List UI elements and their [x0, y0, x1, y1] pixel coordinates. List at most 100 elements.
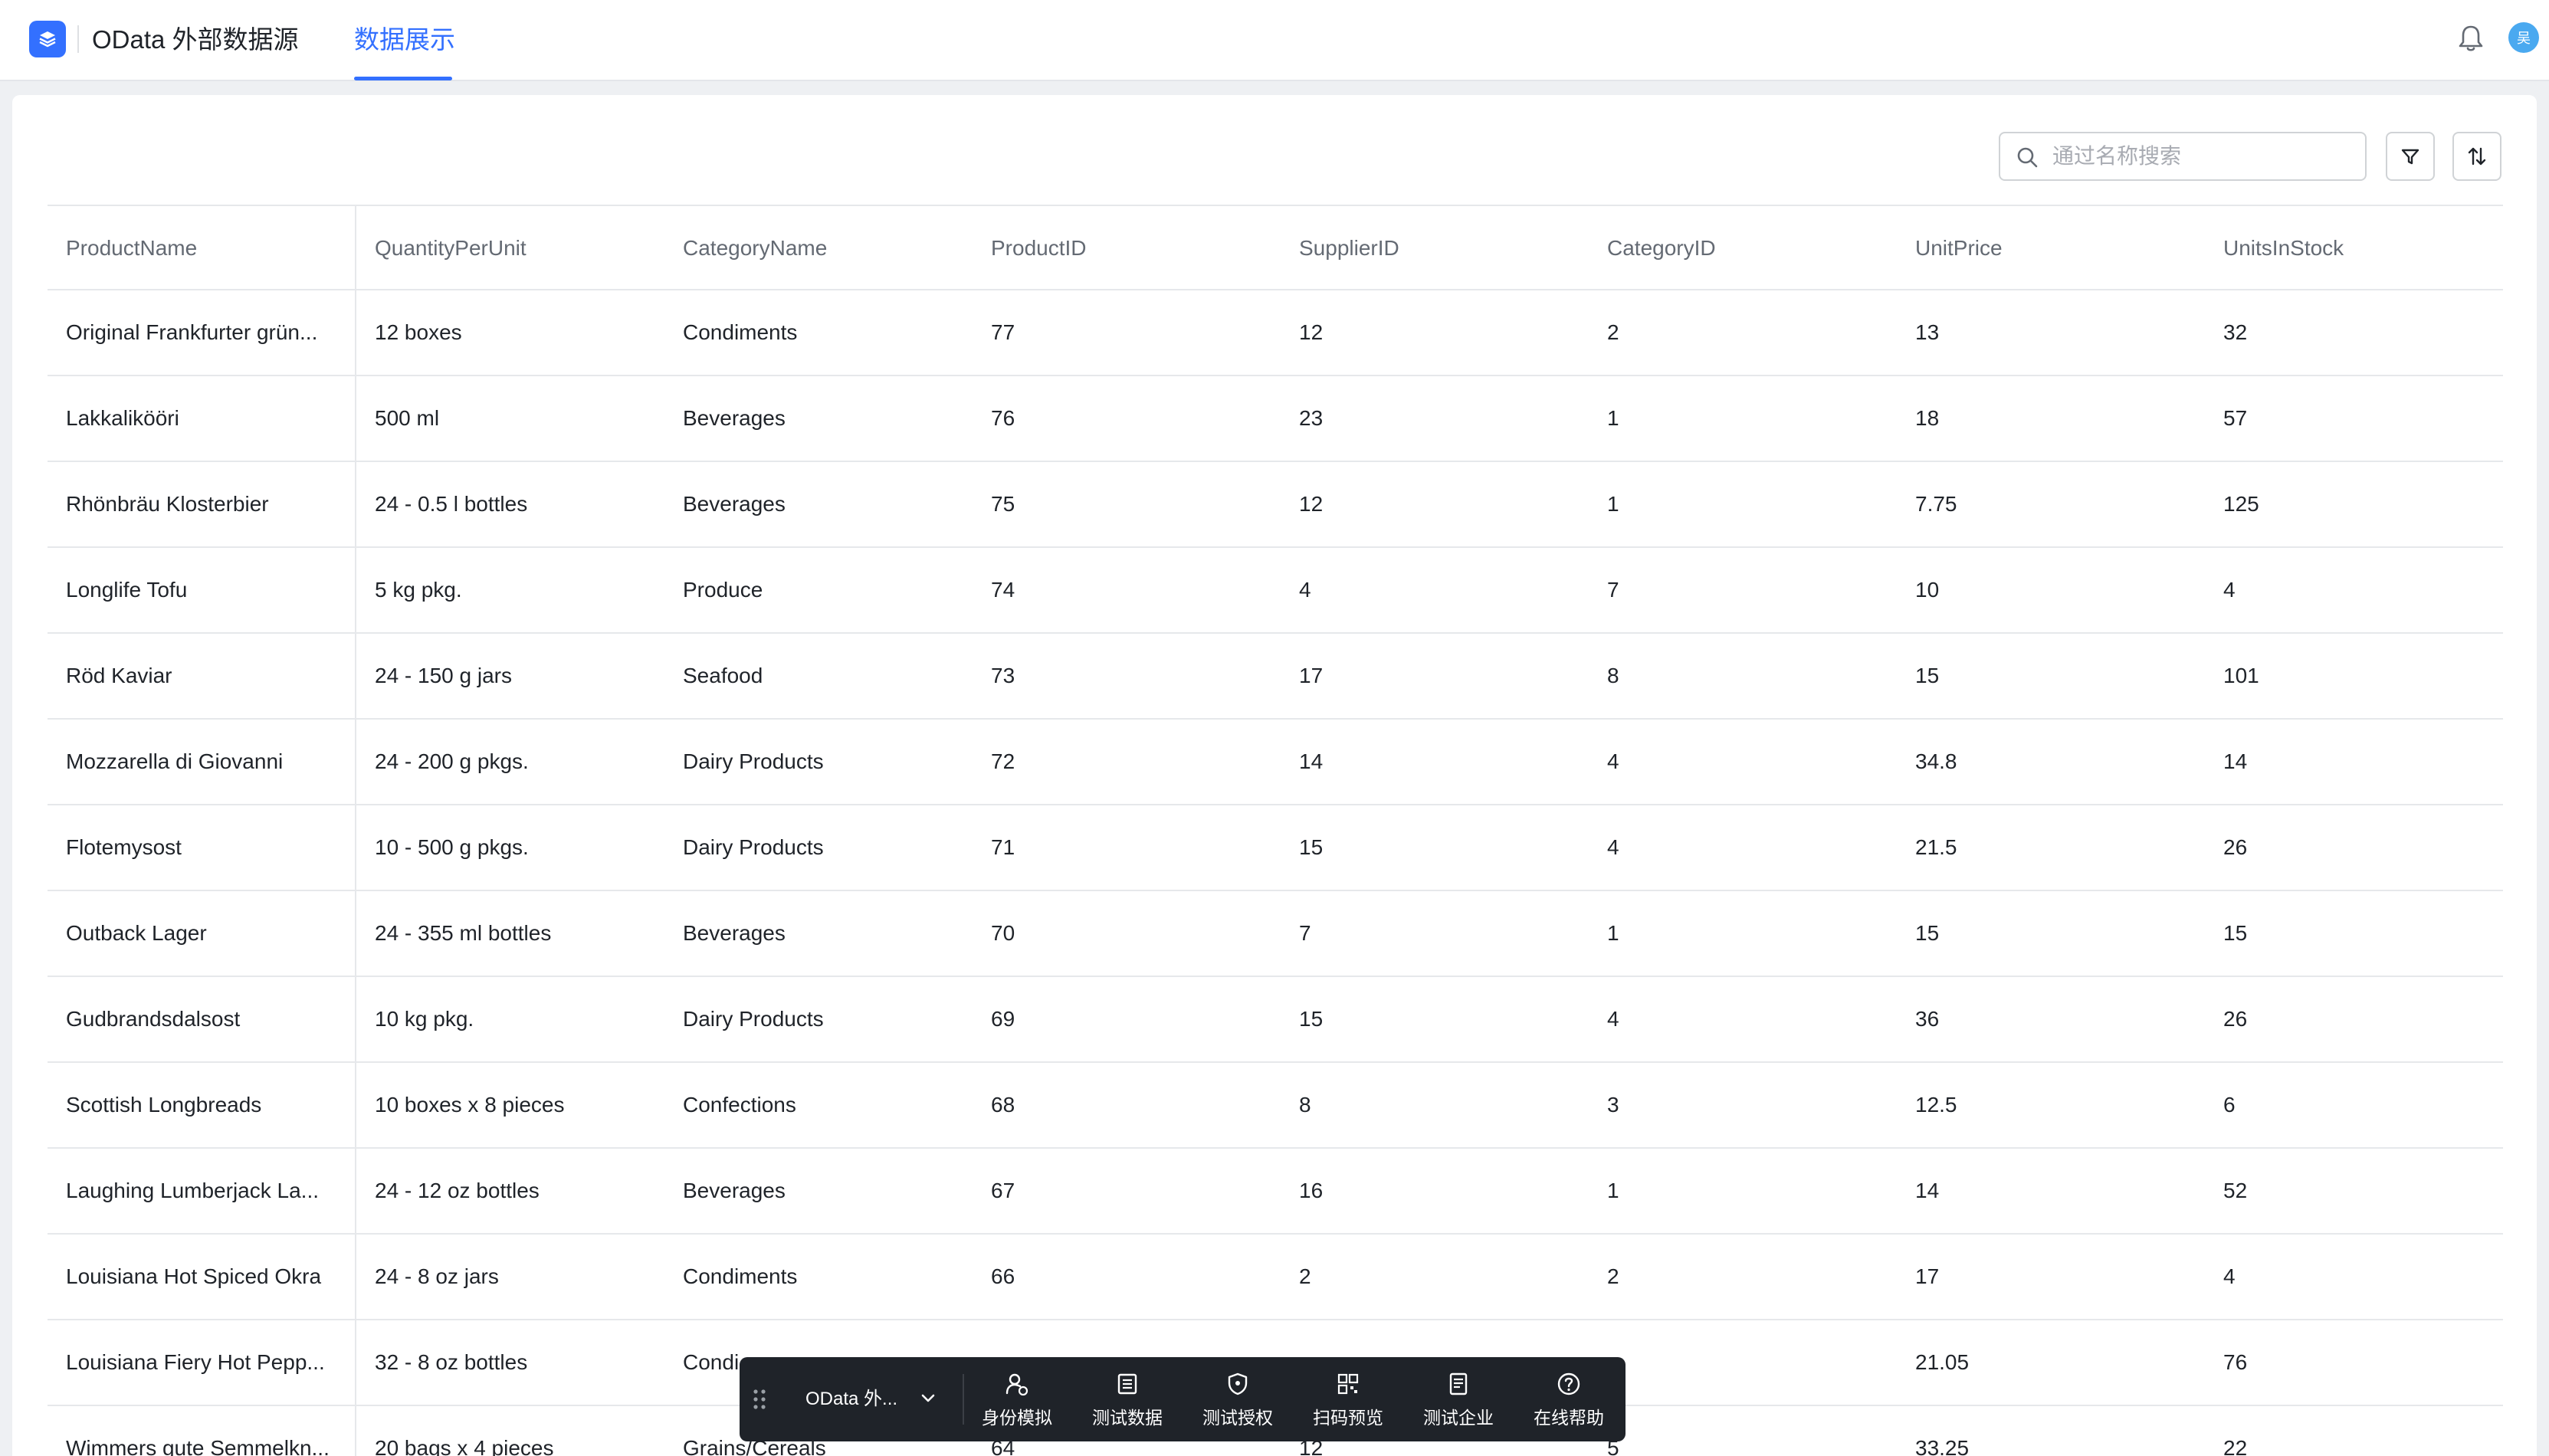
table-cell: 4 — [2223, 578, 2236, 602]
table-row[interactable]: Flotemysost 10 - 500 g pkgs. Dairy Produ… — [48, 805, 2503, 891]
table-cell: 1 — [1607, 1179, 1619, 1202]
dev-item-label: 测试企业 — [1423, 1408, 1494, 1428]
table-cell: Confections — [683, 1093, 796, 1117]
table-cell — [1589, 1320, 1897, 1405]
dev-item-label: 身份模拟 — [982, 1408, 1052, 1428]
table-cell: Dairy Products — [683, 1007, 824, 1031]
table-cell: 14 — [1915, 1179, 1940, 1202]
table-row[interactable]: Röd Kaviar 24 - 150 g jars Seafood 73 17… — [48, 634, 2503, 720]
table-cell: 24 - 200 g pkgs. — [375, 749, 529, 773]
test-data-button[interactable]: 测试数据 — [1078, 1371, 1177, 1431]
table-cell: 24 - 8 oz jars — [375, 1264, 499, 1288]
column-header[interactable]: QuantityPerUnit — [375, 236, 527, 260]
scan-preview-button[interactable]: 扫码预览 — [1298, 1371, 1398, 1431]
search-icon — [2017, 147, 2038, 168]
online-help-button[interactable]: 在线帮助 — [1519, 1371, 1619, 1431]
table-row[interactable]: Wimmers gute Semmelkn... 20 bags x 4 pie… — [48, 1406, 2503, 1456]
drag-handle-icon[interactable] — [750, 1386, 769, 1412]
table-row[interactable]: Outback Lager 24 - 355 ml bottles Bevera… — [48, 891, 2503, 977]
table-row[interactable]: Gudbrandsdalsost 10 kg pkg. Dairy Produc… — [48, 977, 2503, 1063]
column-header[interactable]: CategoryName — [683, 236, 828, 260]
dev-item-label: 在线帮助 — [1534, 1408, 1604, 1428]
table-cell: 7.75 — [1915, 492, 1957, 516]
table-cell: 34.8 — [1915, 749, 1957, 773]
tab-data-display[interactable]: 数据展示 — [354, 25, 455, 54]
datasource-select[interactable]: OData 外... — [805, 1389, 898, 1409]
search-box[interactable] — [1999, 132, 2367, 181]
table-cell: Scottish Longbreads — [48, 1063, 356, 1147]
table-row[interactable]: Louisiana Hot Spiced Okra 24 - 8 oz jars… — [48, 1235, 2503, 1320]
table-cell: 20 bags x 4 pieces — [375, 1436, 554, 1456]
filter-button[interactable] — [2386, 132, 2435, 181]
table-cell: 57 — [2223, 406, 2248, 430]
table-cell: 22 — [2223, 1436, 2248, 1456]
test-authorization-button[interactable]: 测试授权 — [1188, 1371, 1288, 1431]
table-cell: 21.05 — [1915, 1350, 1970, 1374]
table-cell: Mozzarella di Giovanni — [48, 720, 356, 804]
table-row[interactable]: Mozzarella di Giovanni 24 - 200 g pkgs. … — [48, 720, 2503, 805]
column-header[interactable]: SupplierID — [1299, 236, 1399, 260]
table-cell: 76 — [991, 406, 1015, 430]
table-cell: 13 — [1915, 320, 1940, 344]
dev-item-label: 测试授权 — [1202, 1408, 1273, 1428]
top-bar: OData 外部数据源 数据展示 吴 — [0, 0, 2549, 81]
table-cell: Gudbrandsdalsost — [48, 977, 356, 1061]
table-cell: 4 — [1607, 835, 1619, 859]
table-cell: Flotemysost — [48, 805, 356, 890]
column-header[interactable]: ProductName — [48, 206, 356, 290]
table-cell: Laughing Lumberjack La... — [48, 1149, 356, 1233]
table-cell: 76 — [2223, 1350, 2248, 1374]
table-cell: 2 — [1607, 320, 1619, 344]
table-cell: 73 — [991, 664, 1015, 687]
table-cell: 32 — [2223, 320, 2248, 344]
table-cell: Louisiana Hot Spiced Okra — [48, 1235, 356, 1319]
bell-icon[interactable] — [2454, 21, 2488, 55]
table-cell: 4 — [1607, 749, 1619, 773]
test-enterprise-button[interactable]: 测试企业 — [1409, 1371, 1508, 1431]
app-logo-icon[interactable] — [29, 21, 66, 57]
table-cell: Röd Kaviar — [48, 634, 356, 718]
document-icon — [1449, 1372, 1468, 1395]
shield-icon — [1228, 1372, 1248, 1395]
table-cell: 68 — [991, 1093, 1015, 1117]
table-cell: 15 — [1915, 921, 1940, 945]
table-cell: 12 — [1299, 320, 1324, 344]
identity-simulation-button[interactable]: 身份模拟 — [967, 1371, 1067, 1431]
table-cell: 1 — [1607, 492, 1619, 516]
table-cell: 18 — [1915, 406, 1940, 430]
qrcode-icon — [1337, 1373, 1359, 1395]
table-cell: 67 — [991, 1179, 1015, 1202]
table-cell: 12 boxes — [375, 320, 462, 344]
table-cell: 10 kg pkg. — [375, 1007, 474, 1031]
table-cell: 7 — [1299, 921, 1311, 945]
table-cell: Dairy Products — [683, 835, 824, 859]
sort-button[interactable] — [2452, 132, 2501, 181]
column-header[interactable]: ProductID — [991, 236, 1087, 260]
table-cell: 24 - 150 g jars — [375, 664, 512, 687]
table-cell: 24 - 0.5 l bottles — [375, 492, 528, 516]
table-row[interactable]: Longlife Tofu 5 kg pkg. Produce 74 4 7 1… — [48, 548, 2503, 634]
table-cell: Beverages — [683, 1179, 786, 1202]
filter-icon — [2401, 149, 2419, 165]
table-row[interactable]: Laughing Lumberjack La... 24 - 12 oz bot… — [48, 1149, 2503, 1235]
table-cell: 2 — [1299, 1264, 1311, 1288]
table-row[interactable]: Lakkalikööri 500 ml Beverages 76 23 1 18… — [48, 376, 2503, 462]
table-cell: 6 — [2223, 1093, 2236, 1117]
table-row[interactable]: Original Frankfurter grün... 12 boxes Co… — [48, 290, 2503, 376]
table-row[interactable]: Rhönbräu Klosterbier 24 - 0.5 l bottles … — [48, 462, 2503, 548]
table-row[interactable]: Scottish Longbreads 10 boxes x 8 pieces … — [48, 1063, 2503, 1149]
column-header[interactable]: UnitPrice — [1915, 236, 2003, 260]
column-header[interactable]: UnitsInStock — [2223, 236, 2344, 260]
search-input[interactable] — [2052, 139, 2351, 173]
column-header[interactable]: CategoryID — [1607, 236, 1716, 260]
title-divider — [77, 25, 79, 53]
table-cell: 77 — [991, 320, 1015, 344]
table-cell: Lakkalikööri — [48, 376, 356, 461]
table-cell: 75 — [991, 492, 1015, 516]
user-avatar[interactable]: 吴 — [2508, 22, 2539, 53]
table-cell: 15 — [2223, 921, 2248, 945]
table-cell: 69 — [991, 1007, 1015, 1031]
table-cell: 5 kg pkg. — [375, 578, 462, 602]
devbar-divider — [963, 1374, 964, 1425]
chevron-down-icon[interactable] — [917, 1388, 939, 1409]
